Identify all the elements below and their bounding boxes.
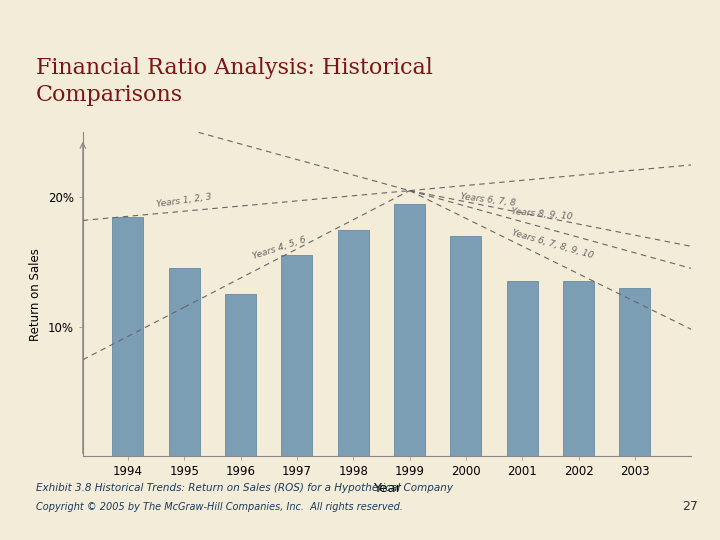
Text: Comparisons: Comparisons [36, 84, 183, 106]
Bar [394, 204, 425, 456]
Text: Years 6, 7, 8: Years 6, 7, 8 [460, 192, 516, 208]
Text: Years 6, 7, 8, 9, 10: Years 6, 7, 8, 9, 10 [511, 228, 595, 260]
Bar [451, 236, 482, 456]
Bar [112, 217, 143, 456]
Bar [619, 288, 650, 456]
Text: Years 4, 5, 6: Years 4, 5, 6 [252, 235, 307, 261]
Bar [282, 255, 312, 456]
Text: Financial Ratio Analysis: Historical: Financial Ratio Analysis: Historical [36, 57, 433, 79]
Bar [168, 268, 199, 456]
Text: Exhibit 3.8 Historical Trends: Return on Sales (ROS) for a Hypothetical Company: Exhibit 3.8 Historical Trends: Return on… [36, 483, 453, 494]
Bar [338, 230, 369, 456]
Text: Copyright © 2005 by The McGraw-Hill Companies, Inc.  All rights reserved.: Copyright © 2005 by The McGraw-Hill Comp… [36, 502, 403, 512]
Text: Years 8, 9, 10: Years 8, 9, 10 [511, 207, 573, 221]
Bar [563, 281, 594, 456]
Bar [507, 281, 538, 456]
Text: 27: 27 [683, 500, 698, 514]
X-axis label: Year: Year [373, 483, 401, 496]
Y-axis label: Return on Sales: Return on Sales [30, 248, 42, 341]
Bar [225, 294, 256, 456]
Text: Years 1, 2, 3: Years 1, 2, 3 [156, 193, 212, 210]
